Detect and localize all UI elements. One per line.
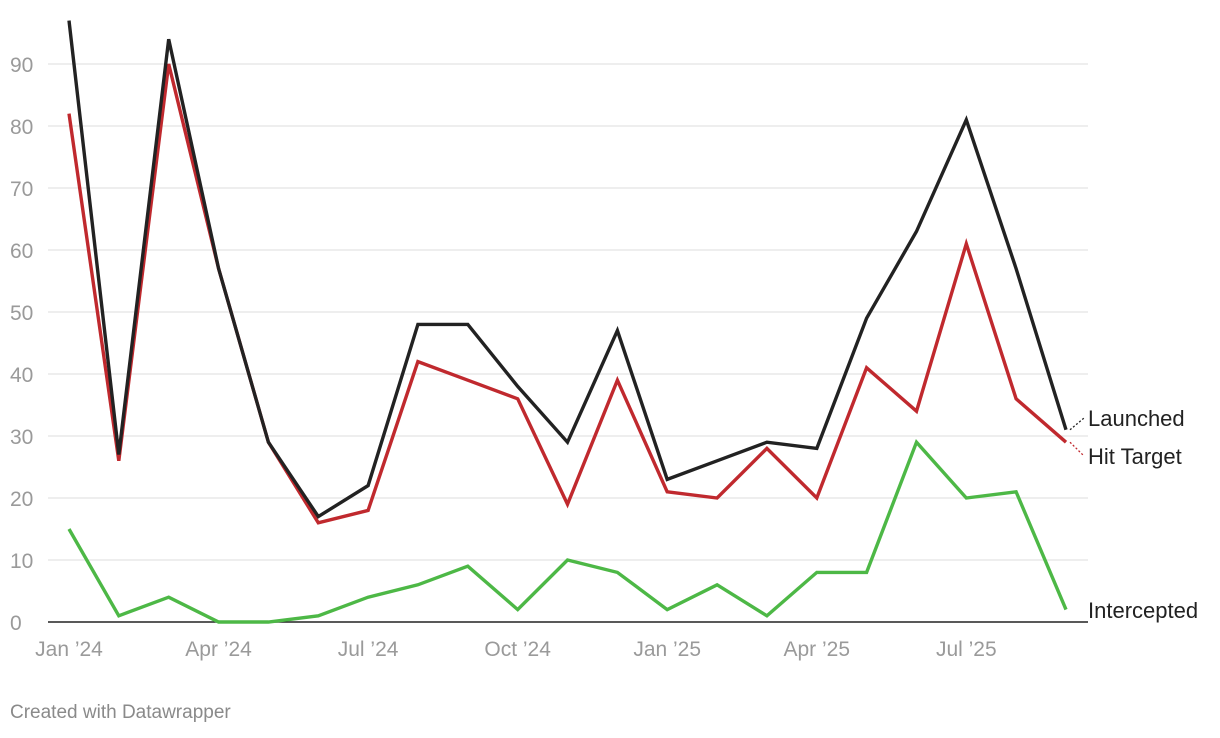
gridlines [48, 63, 1088, 623]
label-leader [1069, 417, 1085, 431]
y-tick-label: 60 [10, 240, 33, 263]
label-leader [1069, 441, 1085, 457]
x-tick-label: Jul ’24 [338, 638, 399, 661]
y-tick-label: 20 [10, 488, 33, 511]
series-lines [67, 20, 1068, 624]
y-tick-label: 40 [10, 364, 33, 387]
series-label-hit-target: Hit Target [1088, 444, 1182, 469]
y-tick-label: 50 [10, 302, 33, 325]
series-label-intercepted: Intercepted [1088, 598, 1198, 623]
y-tick-label: 90 [10, 54, 33, 77]
y-tick-label: 10 [10, 550, 33, 573]
x-tick-label: Apr ’25 [783, 638, 850, 661]
series-label-launched: Launched [1088, 406, 1185, 431]
series-line-hit-target [67, 63, 1068, 525]
series-labels: Launched Hit Target Intercepted [1069, 406, 1198, 623]
x-tick-label: Jan ’24 [35, 638, 103, 661]
credit-text: Created with Datawrapper [10, 702, 231, 723]
y-tick-label: 30 [10, 426, 33, 449]
series-line-intercepted [67, 438, 1068, 624]
x-tick-label: Jan ’25 [633, 638, 701, 661]
x-tick-label: Oct ’24 [484, 638, 551, 661]
y-axis-tick-labels: 0 10 20 30 40 50 60 70 80 90 [10, 54, 33, 635]
x-axis-tick-labels: Jan ’24 Apr ’24 Jul ’24 Oct ’24 Jan ’25 Apr ’… [35, 638, 997, 661]
y-tick-label: 70 [10, 178, 33, 201]
y-tick-label: 80 [10, 116, 33, 139]
y-tick-label: 0 [10, 612, 22, 635]
series-line-launched [67, 20, 1068, 519]
x-tick-label: Apr ’24 [185, 638, 252, 661]
x-tick-label: Jul ’25 [936, 638, 997, 661]
